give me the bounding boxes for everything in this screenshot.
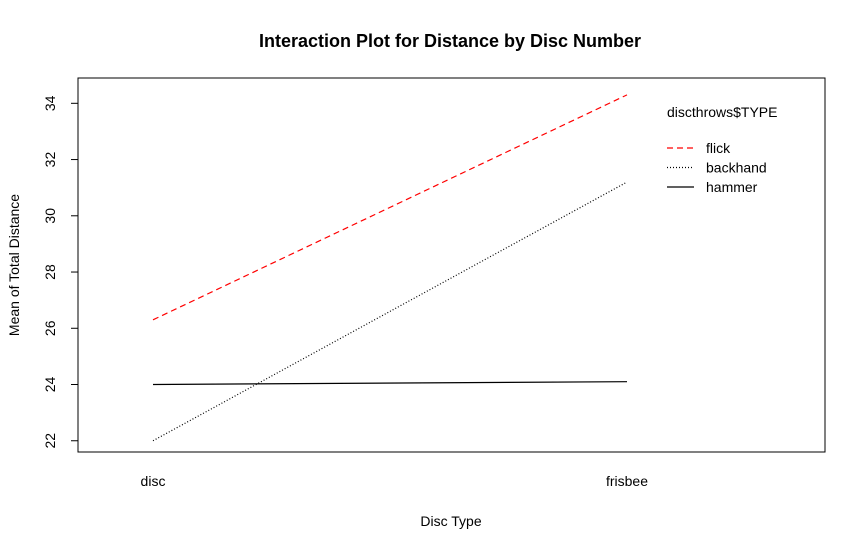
legend: discthrows$TYPE flick backhand hammer — [667, 104, 777, 195]
y-tick-label: 26 — [42, 320, 58, 336]
y-tick-label: 24 — [42, 377, 58, 393]
x-tick-label: frisbee — [606, 473, 648, 489]
legend-label: hammer — [706, 179, 758, 195]
y-axis: 22 24 26 28 30 32 34 — [42, 95, 79, 449]
y-tick-label: 28 — [42, 264, 58, 280]
series-line-flick — [152, 94, 628, 321]
x-tick-label: disc — [141, 473, 166, 489]
y-tick-label: 34 — [42, 95, 58, 111]
y-axis-label: Mean of Total Distance — [6, 194, 22, 336]
x-axis: disc frisbee — [141, 473, 649, 489]
legend-title: discthrows$TYPE — [667, 104, 777, 120]
series-lines — [152, 94, 628, 442]
series-line-hammer — [152, 381, 628, 386]
plot-frame — [77, 77, 826, 453]
y-tick-label: 30 — [42, 208, 58, 224]
chart-title: Interaction Plot for Distance by Disc Nu… — [259, 31, 641, 51]
y-tick-label: 32 — [42, 152, 58, 168]
y-tick-label: 22 — [42, 433, 58, 449]
x-axis-label: Disc Type — [420, 513, 481, 529]
legend-label: flick — [706, 140, 731, 156]
series-line-backhand — [152, 181, 628, 442]
legend-label: backhand — [706, 160, 767, 176]
